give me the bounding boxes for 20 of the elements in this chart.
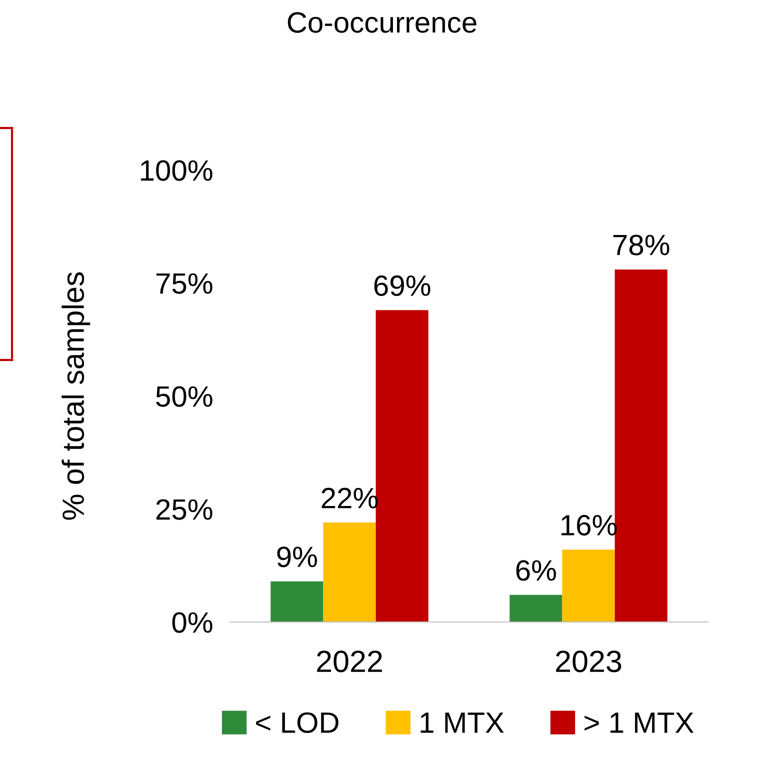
legend-label: > 1 MTX [584, 712, 694, 733]
chart-title: Co-occurrence [288, 12, 476, 33]
x-tick-label: 2022 [317, 650, 382, 672]
bar [270, 581, 324, 622]
y-tick-label: 50% [156, 386, 212, 407]
legend-label: < LOD [256, 712, 338, 733]
legend-label: 1 MTX [420, 712, 504, 733]
y-axis-title: % of total samples [62, 272, 90, 520]
y-tick-label: 0% [172, 612, 212, 633]
bar [562, 550, 615, 622]
bar [323, 522, 376, 622]
x-tick-label: 2023 [556, 650, 622, 672]
y-tick-label: 25% [156, 499, 212, 520]
data-label: 6% [516, 560, 556, 581]
bar [510, 594, 562, 622]
y-tick-label: 100% [140, 160, 212, 181]
y-tick-label: 75% [156, 273, 212, 294]
data-label: 9% [277, 546, 317, 568]
data-label: 78% [613, 234, 670, 256]
data-label: 69% [374, 275, 430, 296]
